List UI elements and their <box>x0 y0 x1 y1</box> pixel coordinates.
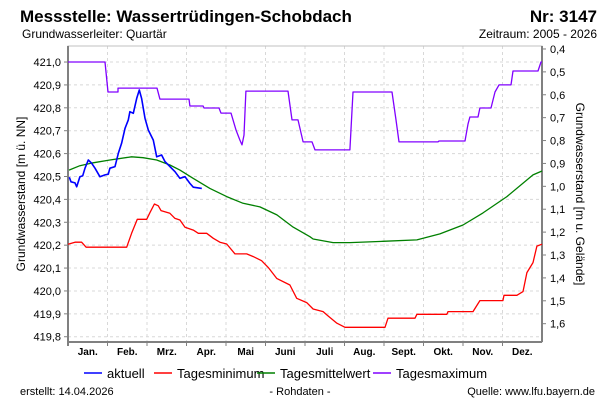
x-tick-label: Jan. <box>78 347 98 358</box>
station-title: Messstelle: Wassertrüdingen-Schobdach <box>20 7 352 26</box>
series-line-aktuell <box>68 89 202 190</box>
station-number: Nr: 3147 <box>530 7 597 26</box>
y-axis-label-left: Grundwasserstand [m ü. NN] <box>14 117 28 272</box>
y-axis-label-right: Grundwasserstand [m u. Gelände] <box>573 103 587 286</box>
series-line-mean <box>68 156 543 244</box>
x-tick-label: Juni <box>275 347 296 358</box>
x-tick-label: Sept. <box>392 347 417 358</box>
y-right-tick-label: 0,7 <box>550 113 565 125</box>
x-tick-label: Okt. <box>434 347 454 358</box>
y-right-tick-label: 1,3 <box>550 250 565 262</box>
raw-data-note: - Rohdaten - <box>269 386 330 398</box>
y-tick-label: 420,7 <box>33 126 61 138</box>
y-tick-label: 420,6 <box>33 149 61 161</box>
y-tick-label: 419,9 <box>33 309 61 321</box>
grid <box>68 46 542 342</box>
y-tick-label: 420,5 <box>33 171 61 183</box>
x-tick-label: Feb. <box>117 347 138 358</box>
legend: aktuell Tagesminimum Tagesmittelwert Tagesm… <box>84 366 487 381</box>
x-tick-label: Aug. <box>353 347 375 358</box>
y-tick-label: 420,3 <box>33 217 61 229</box>
y-tick-label: 421,0 <box>33 57 61 69</box>
y-right-tick-label: 1,2 <box>550 227 565 239</box>
created-date: erstellt: 14.04.2026 <box>20 386 114 398</box>
y-right-tick-label: 0,5 <box>550 67 565 79</box>
x-tick-label: Mai <box>237 347 254 358</box>
y-right-tick-label: 0,6 <box>550 90 565 102</box>
y-tick-label: 420,8 <box>33 103 61 115</box>
x-tick-label: Apr. <box>197 347 217 358</box>
y-right-tick-label: 1,4 <box>550 273 565 285</box>
legend-label-min: Tagesminimum <box>177 366 264 381</box>
y-right-tick-label: 0,9 <box>550 158 565 170</box>
y-right-tick-label: 0,8 <box>550 136 565 148</box>
y-tick-label: 420,1 <box>33 263 61 275</box>
x-tick-label: Dez. <box>512 347 533 358</box>
y-tick-label: 420,9 <box>33 80 61 92</box>
y-tick-label: 420,2 <box>33 240 61 252</box>
y-right-tick-label: 0,4 <box>550 44 565 56</box>
x-tick-label: Juli <box>316 347 333 358</box>
series-group <box>67 61 543 328</box>
y-tick-label: 420,4 <box>33 194 61 206</box>
legend-label-mean: Tagesmittelwert <box>280 366 371 381</box>
series-line-max <box>68 61 542 151</box>
source-link[interactable]: Quelle: www.lfu.bayern.de <box>467 386 595 398</box>
period-label: Zeitraum: 2005 - 2026 <box>479 27 597 41</box>
x-tick-label: Mrz. <box>157 347 177 358</box>
x-tick-label: Nov. <box>472 347 493 358</box>
y-right-tick-label: 1,6 <box>550 319 565 331</box>
axes: 421,0 420,9 420,8 420,7 420,6 420,5 420,4 420,3… <box>33 44 565 358</box>
y-right-tick-label: 1,1 <box>550 204 565 216</box>
y-right-tick-label: 1,0 <box>550 181 565 193</box>
y-tick-label: 420,0 <box>33 286 61 298</box>
y-right-tick-label: 1,5 <box>550 296 565 308</box>
aquifer-label: Grundwasserleiter: Quartär <box>22 27 167 41</box>
y-tick-label: 419,8 <box>33 332 61 344</box>
legend-label-max: Tagesmaximum <box>396 366 487 381</box>
series-line-min <box>67 203 543 328</box>
legend-label-aktuell: aktuell <box>107 366 145 381</box>
